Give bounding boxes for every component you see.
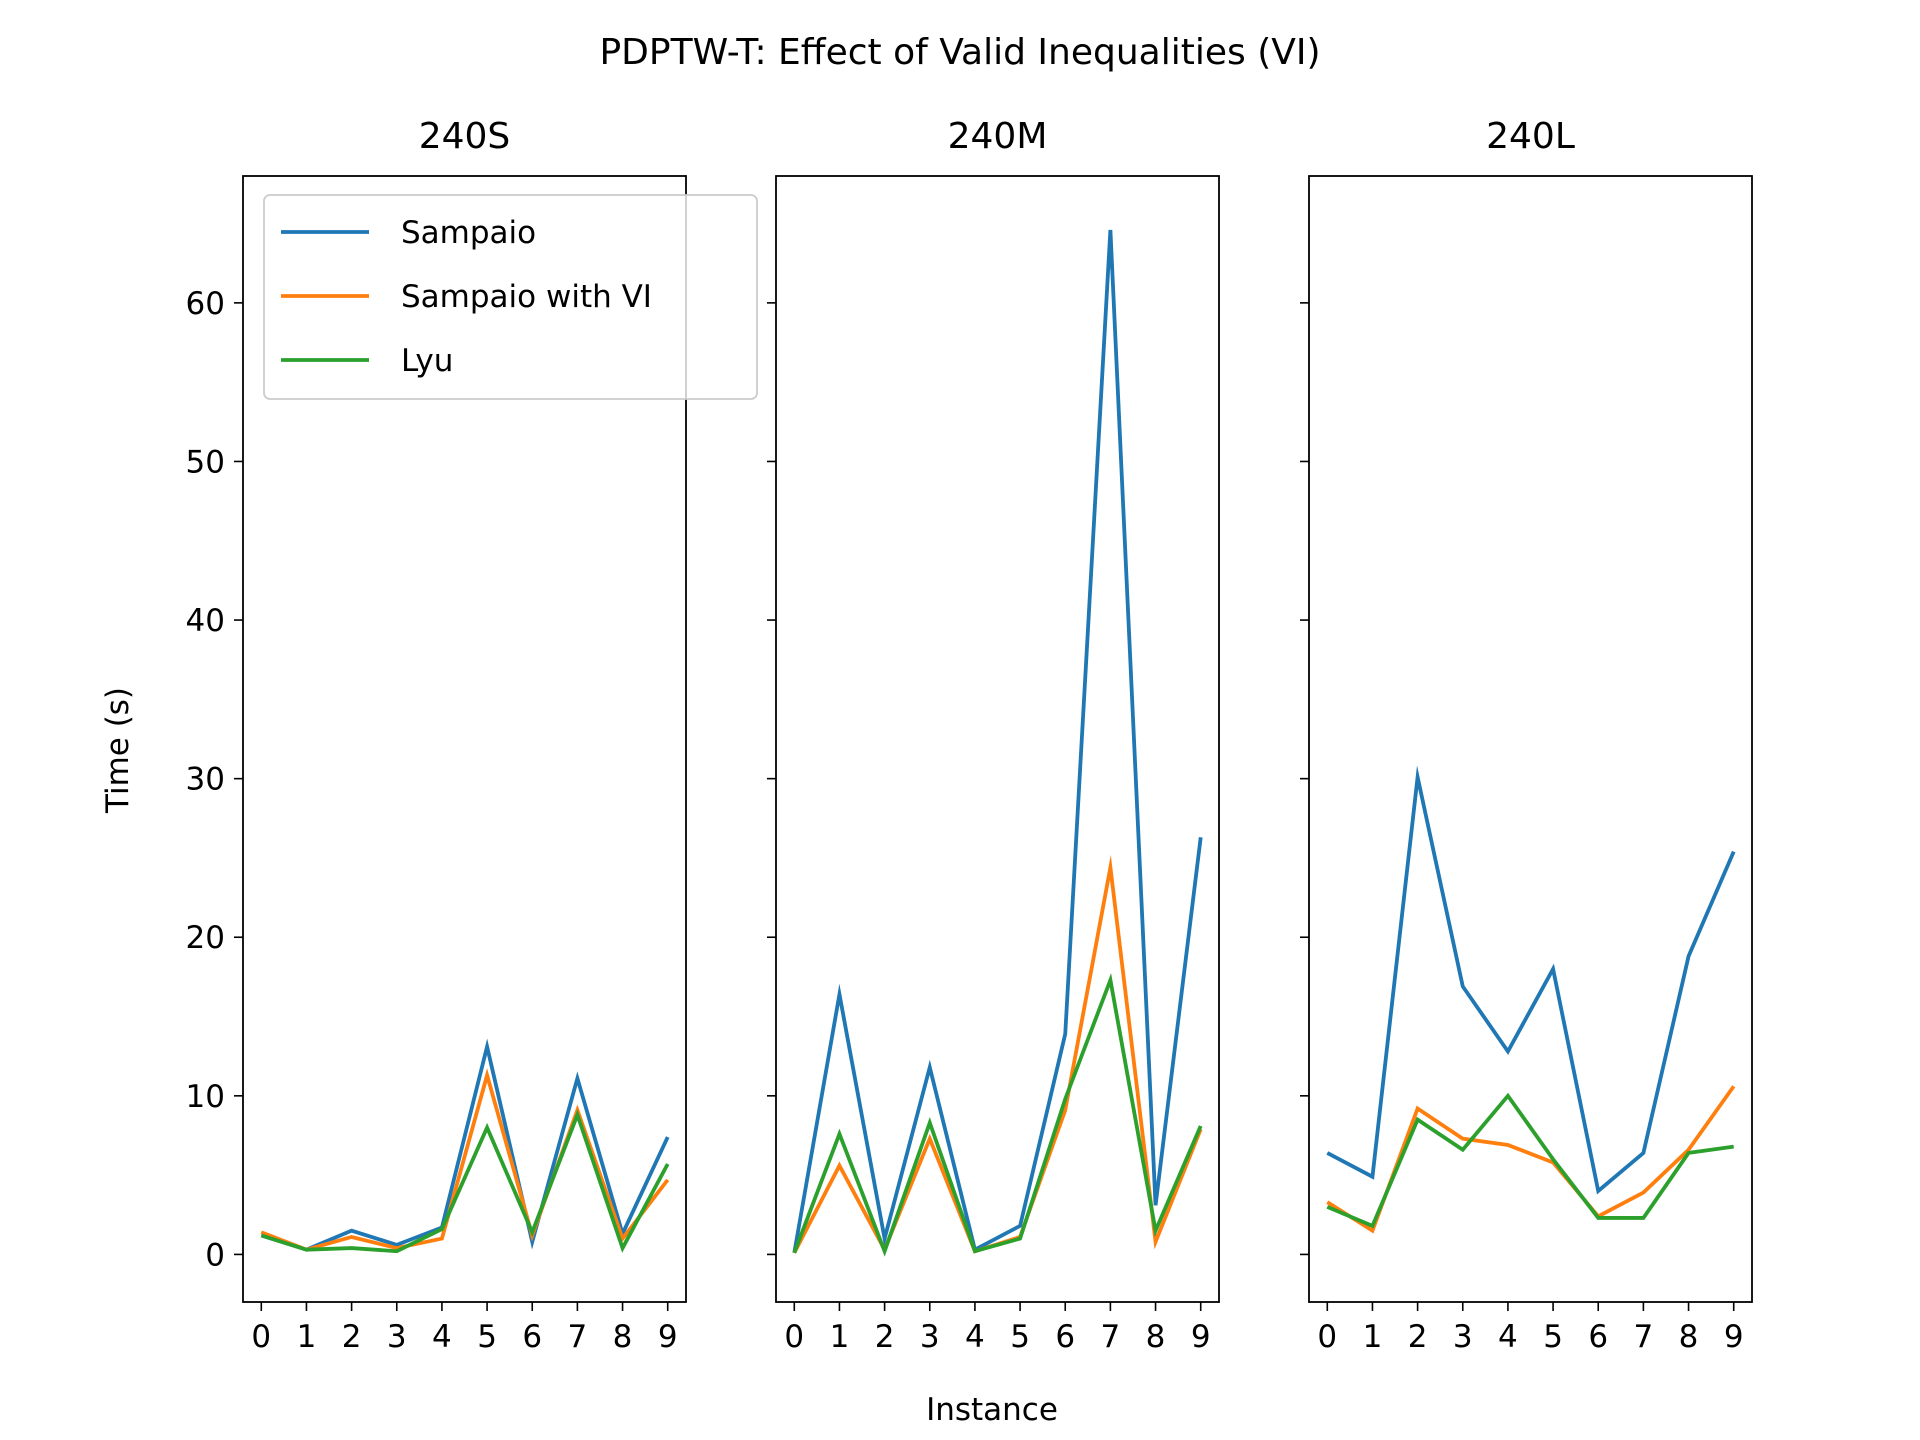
x-tick-label: 9 <box>1724 1319 1744 1355</box>
y-axis-label: Time (s) <box>100 687 136 814</box>
x-axis-label: Instance <box>926 1392 1058 1428</box>
legend-box <box>263 194 758 400</box>
x-tick-label: 0 <box>251 1319 271 1355</box>
series-line-sampaio-with-vi <box>792 854 1203 1255</box>
x-tick-label: 8 <box>613 1319 633 1355</box>
legend-label: Sampaio with VI <box>401 279 652 315</box>
x-tick-label: 0 <box>784 1319 804 1355</box>
x-tick-label: 3 <box>920 1319 940 1355</box>
x-tick-label: 6 <box>1588 1319 1608 1355</box>
x-tick-label: 9 <box>658 1319 678 1355</box>
subplot-240L: 240L 0 1 2 3 4 5 6 7 8 9 <box>1300 116 1753 1355</box>
subplot-title: 240S <box>419 116 511 157</box>
legend-item: Sampaio with VI <box>281 279 652 315</box>
y-tick-label: 40 <box>186 603 225 639</box>
y-tick-label: 60 <box>186 286 225 322</box>
x-tick-label: 7 <box>568 1319 588 1355</box>
x-tick-label: 3 <box>1453 1319 1473 1355</box>
y-tick-label: 30 <box>186 762 225 798</box>
x-tick-label: 6 <box>1055 1319 1075 1355</box>
legend-label: Sampaio <box>401 215 536 251</box>
figure-suptitle: PDPTW-T: Effect of Valid Inequalities (V… <box>599 32 1320 73</box>
series-line-sampaio <box>792 229 1203 1254</box>
x-tick-label: 4 <box>965 1319 985 1355</box>
subplot-title: 240L <box>1486 116 1575 157</box>
x-tick-label: 9 <box>1191 1319 1211 1355</box>
x-tick-label: 7 <box>1101 1319 1121 1355</box>
x-tick-label: 7 <box>1634 1319 1654 1355</box>
series-line-sampaio <box>260 1038 670 1252</box>
y-tick-label: 10 <box>186 1079 225 1115</box>
plot-frame <box>242 175 687 1303</box>
series-line-lyu <box>260 1109 670 1254</box>
series-line-sampaio <box>1326 765 1736 1195</box>
legend-item: Lyu <box>281 343 453 379</box>
x-tick-label: 4 <box>432 1319 452 1355</box>
y-tick-label: 50 <box>186 444 225 480</box>
subplot-title: 240M <box>948 116 1048 157</box>
x-tick-label: 8 <box>1679 1319 1699 1355</box>
x-tick-label: 3 <box>387 1319 407 1355</box>
x-tick-label: 2 <box>1408 1319 1428 1355</box>
x-tick-label: 5 <box>477 1319 497 1355</box>
series-line-lyu <box>792 972 1203 1257</box>
x-tick-label: 1 <box>297 1319 317 1355</box>
x-tick-label: 2 <box>875 1319 895 1355</box>
subplot-240M: 240M 0 1 2 3 4 5 6 7 8 9 <box>767 116 1220 1355</box>
x-tick-label: 1 <box>830 1319 850 1355</box>
y-tick-label: 20 <box>186 920 225 956</box>
series-line-lyu <box>1326 1092 1734 1229</box>
x-tick-label: 4 <box>1498 1319 1518 1355</box>
legend-item: Sampaio <box>281 215 536 251</box>
series-line-sampaio-with-vi <box>260 1068 670 1252</box>
x-tick-label: 2 <box>342 1319 362 1355</box>
plot-frame <box>1308 175 1753 1303</box>
series-line-sampaio-with-vi <box>1326 1085 1736 1234</box>
plot-frame <box>775 175 1220 1303</box>
legend-label: Lyu <box>401 343 453 379</box>
legend: Sampaio Sampaio with VI Lyu <box>263 194 758 400</box>
x-tick-label: 0 <box>1317 1319 1337 1355</box>
x-tick-label: 6 <box>522 1319 542 1355</box>
x-tick-label: 8 <box>1146 1319 1166 1355</box>
x-tick-label: 1 <box>1363 1319 1383 1355</box>
x-tick-label: 5 <box>1543 1319 1563 1355</box>
x-tick-label: 5 <box>1010 1319 1030 1355</box>
y-tick-label: 0 <box>205 1237 225 1273</box>
